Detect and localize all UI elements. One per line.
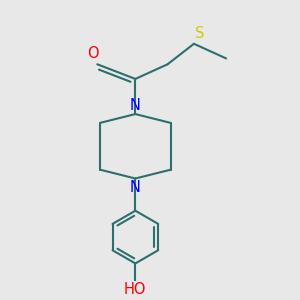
Text: N: N [130, 98, 141, 112]
Text: N: N [130, 180, 141, 195]
Text: S: S [195, 26, 205, 41]
Text: HO: HO [124, 283, 147, 298]
Text: O: O [87, 46, 99, 62]
